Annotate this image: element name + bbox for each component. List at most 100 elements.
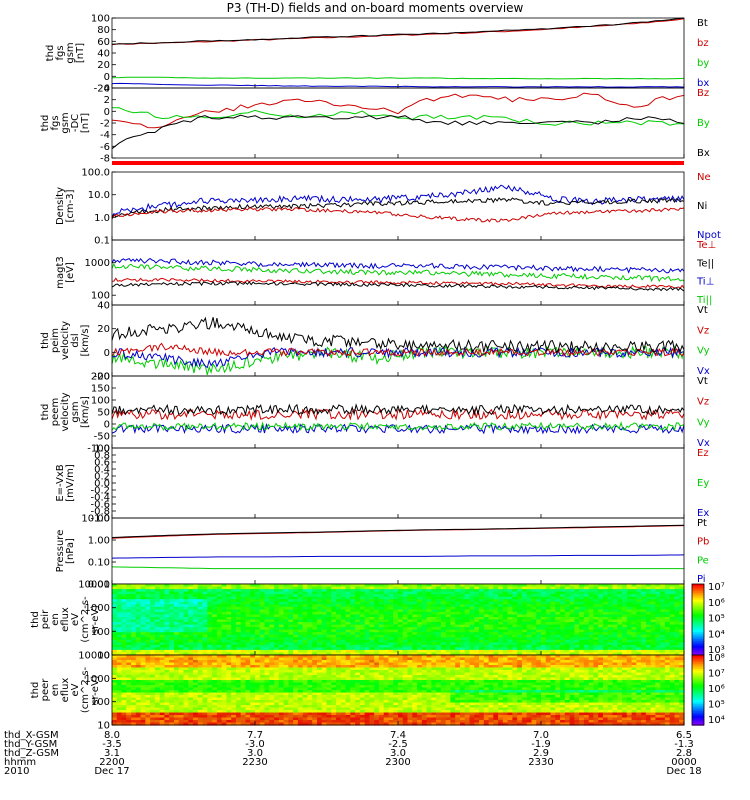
heatmap-cell xyxy=(588,639,595,643)
heatmap-cell xyxy=(159,715,166,719)
heatmap-cell xyxy=(283,589,289,593)
heatmap-cell xyxy=(159,677,166,681)
heatmap-cell xyxy=(216,634,223,638)
heatmap-cell xyxy=(450,617,456,621)
heatmap-cell xyxy=(169,632,175,636)
heatmap-cell xyxy=(283,586,289,590)
heatmap-cell xyxy=(479,617,485,621)
heatmap-cell xyxy=(669,584,676,588)
heatmap-cell xyxy=(226,655,232,659)
heatmap-cell xyxy=(255,677,261,681)
heatmap-cell xyxy=(617,649,623,653)
heatmap-cell xyxy=(312,702,318,706)
heatmap-cell xyxy=(469,649,475,653)
heatmap-cell xyxy=(221,680,227,684)
heatmap-cell xyxy=(536,644,542,648)
heatmap-cell xyxy=(593,606,599,610)
heatmap-cell xyxy=(178,702,185,706)
heatmap-cell xyxy=(359,642,366,646)
heatmap-cell xyxy=(283,690,289,694)
heatmap-cell xyxy=(402,606,409,610)
heatmap-cell xyxy=(593,591,599,595)
heatmap-cell xyxy=(207,700,213,704)
heatmap-cell xyxy=(240,705,247,709)
heatmap-cell xyxy=(140,690,146,694)
heatmap-cell xyxy=(259,685,266,689)
heatmap-cell xyxy=(274,642,280,646)
heatmap-cell xyxy=(154,634,161,638)
heatmap-cell xyxy=(121,675,127,679)
heatmap-cell xyxy=(245,697,251,701)
heatmap-cell xyxy=(526,599,533,603)
heatmap-cell xyxy=(398,617,404,621)
heatmap-cell xyxy=(235,614,242,618)
heatmap-cell xyxy=(174,720,180,724)
heatmap-cell xyxy=(440,596,447,600)
heatmap-cell xyxy=(526,619,533,623)
heatmap-cell xyxy=(460,604,466,608)
heatmap-cell xyxy=(255,586,261,590)
heatmap-cell xyxy=(297,591,304,595)
heatmap-cell xyxy=(474,637,480,641)
heatmap-cell xyxy=(650,614,656,618)
heatmap-cell xyxy=(145,586,151,590)
heatmap-cell xyxy=(636,619,642,623)
heatmap-cell xyxy=(283,622,289,626)
heatmap-cell xyxy=(664,594,671,598)
heatmap-cell xyxy=(388,632,394,636)
heatmap-cell xyxy=(269,715,275,719)
heatmap-cell xyxy=(178,596,185,600)
heatmap-cell xyxy=(116,692,123,696)
heatmap-cell xyxy=(378,614,385,618)
heatmap-cell xyxy=(150,584,156,588)
heatmap-cell xyxy=(507,594,513,598)
heatmap-cell xyxy=(193,606,199,610)
heatmap-cell xyxy=(250,639,256,643)
heatmap-cell xyxy=(383,589,390,593)
heatmap-cell xyxy=(593,632,599,636)
heatmap-cell xyxy=(154,649,161,653)
heatmap-cell xyxy=(193,670,199,674)
series-line-black xyxy=(111,114,685,150)
heatmap-cell xyxy=(474,647,480,651)
heatmap-cell xyxy=(150,634,156,638)
heatmap-cell xyxy=(450,619,456,623)
heatmap-cell xyxy=(388,604,394,608)
heatmap-cell xyxy=(364,619,370,623)
heatmap-cell xyxy=(521,591,528,595)
heatmap-cell xyxy=(607,652,614,656)
heatmap-cell xyxy=(302,665,309,669)
heatmap-cell xyxy=(636,617,642,621)
heatmap-cell xyxy=(674,611,680,615)
heatmap-cell xyxy=(331,675,337,679)
heatmap-cell xyxy=(474,584,480,588)
heatmap-cell xyxy=(212,707,218,711)
heatmap-cell xyxy=(521,652,528,656)
heatmap-cell xyxy=(221,705,227,709)
heatmap-cell xyxy=(536,642,542,646)
series-line-red xyxy=(111,408,685,421)
heatmap-cell xyxy=(340,591,347,595)
heatmap-cell xyxy=(202,632,208,636)
heatmap-cell xyxy=(240,611,247,615)
heatmap-cell xyxy=(131,717,137,721)
heatmap-cell xyxy=(502,604,509,608)
heatmap-cell xyxy=(245,702,251,706)
heatmap-cell xyxy=(631,647,637,651)
heatmap-cell xyxy=(255,665,261,669)
heatmap-cell xyxy=(655,611,661,615)
heatmap-cell xyxy=(255,662,261,666)
y-tick-label: -20 xyxy=(94,372,110,383)
heatmap-cell xyxy=(164,591,170,595)
heatmap-cell xyxy=(264,705,270,709)
y-axis-label: Pressure xyxy=(55,530,66,573)
heatmap-cell xyxy=(326,690,332,694)
heatmap-cell xyxy=(374,609,380,613)
heatmap-cell xyxy=(221,639,227,643)
heatmap-cell xyxy=(269,622,275,626)
heatmap-cell xyxy=(226,700,232,704)
heatmap-cell xyxy=(412,644,418,648)
heatmap-cell xyxy=(145,624,151,628)
heatmap-cell xyxy=(321,606,328,610)
heatmap-cell xyxy=(307,632,313,636)
